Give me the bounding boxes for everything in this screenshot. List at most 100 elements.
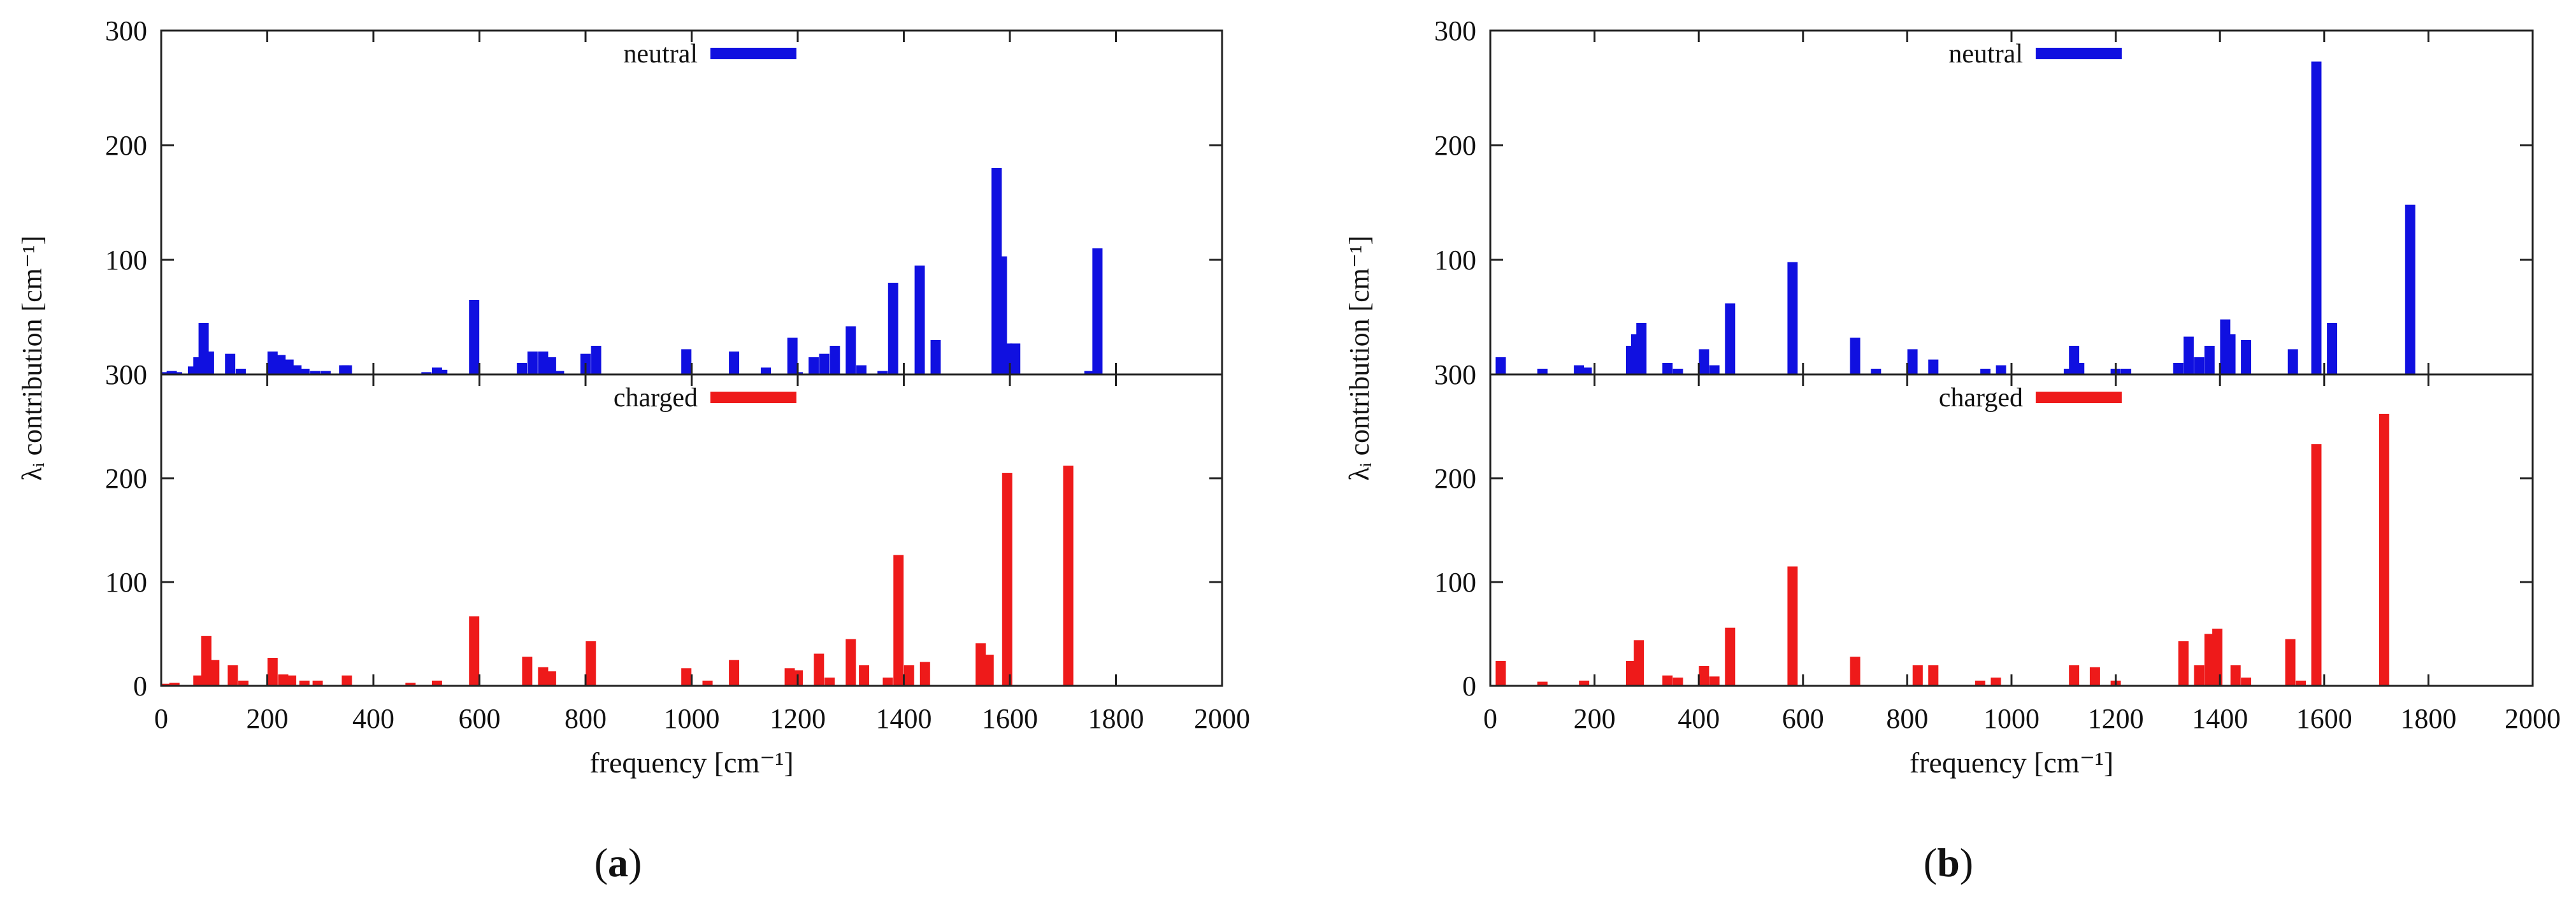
bar-neutral [1084, 371, 1095, 374]
x-tick-label: 1000 [1983, 703, 2040, 734]
bar-charged [278, 674, 289, 686]
bar-neutral [469, 300, 480, 374]
y-axis-title: λᵢ contribution [cm⁻¹] [17, 236, 48, 481]
x-tick-label: 200 [1574, 703, 1616, 734]
bar-charged [1975, 680, 1985, 686]
plot-frame [160, 373, 1223, 687]
legend-label-charged: charged [1939, 383, 2023, 413]
bar-neutral [320, 371, 331, 374]
bar-charged [227, 665, 238, 686]
bar-neutral [2074, 363, 2085, 374]
bar-neutral [554, 371, 565, 374]
bar-neutral [1092, 248, 1103, 374]
bar-charged [1673, 678, 1683, 686]
x-tick-label: 1600 [982, 703, 1038, 734]
y-tick-label: 100 [105, 567, 147, 598]
bar-neutral [2225, 334, 2236, 374]
bar-neutral [877, 371, 888, 374]
bar-charged [1002, 473, 1012, 686]
plot-frame [160, 29, 1223, 376]
y-tick-label: 300 [105, 15, 147, 46]
y-tick-label: 200 [105, 130, 147, 161]
y-tick-label: 0 [133, 671, 147, 702]
x-axis-title: frequency [cm⁻¹] [1910, 746, 2113, 779]
bar-charged [983, 655, 994, 686]
x-tick-label: 2000 [1194, 703, 1250, 734]
bar-charged [882, 678, 893, 686]
bar-neutral [517, 363, 528, 374]
bar-neutral [1574, 365, 1585, 374]
y-tick-label: 300 [1434, 359, 1476, 390]
bar-neutral [787, 338, 798, 374]
bar-charged [919, 662, 930, 686]
y-tick-label: 100 [1434, 567, 1476, 598]
bar-charged [859, 665, 870, 686]
bar-charged [201, 636, 212, 686]
bar-charged [681, 668, 692, 686]
bar-charged [469, 616, 480, 686]
bar-neutral [2327, 323, 2338, 374]
bar-neutral [1928, 359, 1939, 374]
bar-charged [1928, 665, 1939, 686]
x-tick-label: 1800 [2400, 703, 2456, 734]
bar-neutral [235, 369, 246, 374]
bar-charged [2212, 629, 2223, 686]
y-tick-label: 200 [1434, 130, 1476, 161]
x-tick-label: 1600 [2296, 703, 2352, 734]
x-tick-label: 600 [1782, 703, 1824, 734]
bar-charged [193, 675, 204, 686]
legend-label-neutral: neutral [1948, 39, 2023, 69]
x-tick-label: 1800 [1088, 703, 1144, 734]
chart-panel-a: 100 200 300 neutral 0 100 200 300 charged 0 200 400… [17, 15, 1250, 779]
bar-neutral [1980, 369, 1991, 374]
bar-charged [267, 658, 278, 686]
bar-neutral [1709, 365, 1720, 374]
bar-neutral [225, 353, 236, 374]
legend-label-charged: charged [614, 383, 698, 413]
subplot-charged: 0 100 200 300 charged [105, 359, 1223, 702]
x-tick-label: 800 [1886, 703, 1928, 734]
y-tick-label: 200 [1434, 463, 1476, 494]
bar-charged [2241, 678, 2252, 686]
bar-neutral [2241, 340, 2252, 374]
bar-charged [893, 555, 904, 686]
bar-charged [702, 680, 713, 686]
bar-neutral [2173, 363, 2184, 374]
bar-charged [975, 643, 986, 686]
y-tick-label: 300 [1434, 15, 1476, 46]
subplot-charged: 0 100 200 300 charged [1434, 359, 2534, 702]
bar-neutral [2311, 61, 2322, 374]
x-tick-label: 1200 [2088, 703, 2144, 734]
x-tick-label: 1400 [876, 703, 932, 734]
bar-charged [2311, 444, 2322, 686]
bar-neutral [2064, 369, 2074, 374]
bar-charged [209, 660, 220, 686]
bar-neutral [1725, 303, 1736, 374]
x-tick-label: 1400 [2192, 703, 2248, 734]
bar-charged [2230, 665, 2241, 686]
bar-neutral [856, 365, 867, 374]
bar-charged [1537, 681, 1548, 686]
bar-neutral [203, 352, 214, 374]
bar-neutral [1662, 363, 1673, 374]
bar-charged [1699, 666, 1709, 686]
bar-charged [1850, 657, 1860, 686]
bar-neutral [1537, 369, 1548, 374]
y-tick-label: 200 [105, 463, 147, 494]
bar-neutral [545, 357, 556, 374]
bar-charged [312, 680, 323, 686]
bar-neutral [2194, 357, 2205, 374]
bar-neutral [2204, 346, 2215, 374]
x-tick-label: 800 [565, 703, 607, 734]
bar-neutral [1871, 369, 1882, 374]
x-tick-label: 2000 [2505, 703, 2561, 734]
bar-neutral [2287, 349, 2298, 374]
bar-neutral [591, 346, 601, 374]
bar-charged [2285, 639, 2296, 686]
bar-neutral [310, 371, 320, 374]
bar-neutral [1699, 349, 1709, 374]
bar-neutral [1907, 349, 1918, 374]
bar-charged [1912, 665, 1923, 686]
bar-neutral [830, 346, 840, 374]
